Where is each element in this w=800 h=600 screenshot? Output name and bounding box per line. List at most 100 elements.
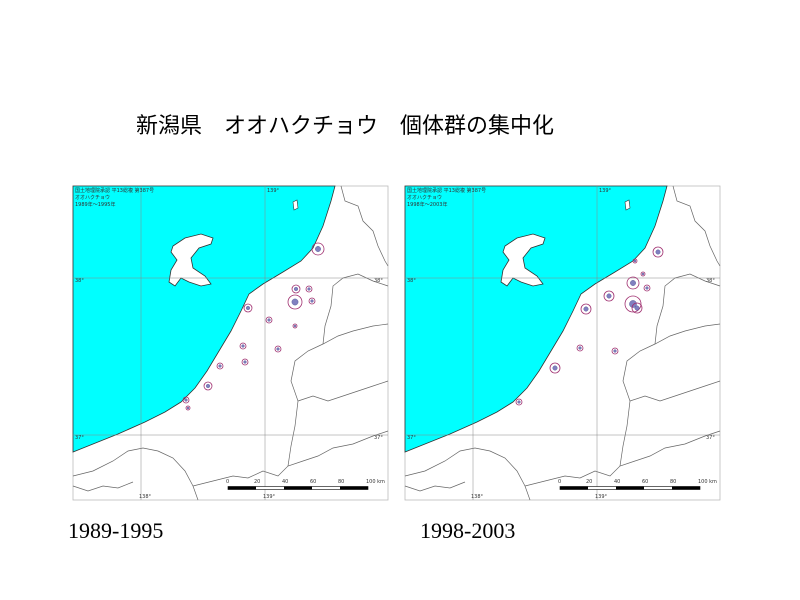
map-legend: オオハクチョウ bbox=[407, 194, 442, 201]
observation-site bbox=[515, 398, 523, 406]
observation-site bbox=[632, 258, 638, 264]
observation-site bbox=[576, 344, 584, 352]
observation-site-inner bbox=[293, 286, 298, 291]
observation-site bbox=[626, 276, 640, 290]
sado-island bbox=[168, 233, 214, 287]
observation-site-inner bbox=[552, 365, 558, 371]
prefecture-border bbox=[297, 380, 389, 402]
observation-site-inner bbox=[634, 305, 640, 311]
observation-site-inner bbox=[241, 344, 245, 348]
observation-site-inner bbox=[184, 398, 188, 402]
observation-site-inner bbox=[291, 298, 299, 306]
islet bbox=[624, 199, 631, 211]
observation-site-inner bbox=[218, 364, 222, 368]
observation-site bbox=[291, 284, 301, 294]
caption: 1998-2003 bbox=[420, 518, 515, 543]
grid-label: 38° bbox=[407, 278, 416, 284]
scale-label: 60 bbox=[310, 479, 316, 485]
observation-site-inner bbox=[276, 347, 280, 351]
observation-site bbox=[243, 303, 253, 313]
map-legend: 1989年～1995年 bbox=[75, 201, 115, 208]
observation-site bbox=[603, 290, 615, 302]
grid-label: 38° bbox=[706, 278, 715, 284]
observation-site bbox=[305, 285, 313, 293]
scale-segment bbox=[340, 486, 368, 490]
observation-site-inner bbox=[633, 259, 637, 263]
scale-label: 60 bbox=[642, 479, 648, 485]
grid-label: 139° bbox=[599, 188, 612, 194]
caption: 1989-1995 bbox=[68, 518, 163, 543]
prefecture-border bbox=[404, 447, 531, 501]
grid-label: 138° bbox=[139, 494, 152, 500]
observation-site-inner bbox=[578, 346, 582, 350]
observation-site-inner bbox=[205, 383, 210, 388]
map: 139° 38° 38° 37° 37° 138° 139° 国土地理院承認 平13総複 第3… bbox=[72, 185, 389, 501]
observation-site bbox=[311, 242, 325, 256]
observation-site bbox=[308, 297, 316, 305]
observation-site bbox=[287, 294, 303, 310]
scale-label: 100 km bbox=[698, 479, 717, 485]
prefecture-border bbox=[619, 323, 721, 467]
observation-site bbox=[652, 246, 664, 258]
prefecture-border bbox=[72, 447, 199, 501]
observation-site-inner bbox=[245, 305, 250, 310]
sado-island bbox=[500, 233, 546, 287]
observation-site bbox=[611, 347, 619, 355]
grid-label: 37° bbox=[706, 435, 715, 441]
prefecture-border bbox=[72, 481, 134, 492]
scale-label: 100 km bbox=[366, 479, 385, 485]
observation-site-inner bbox=[315, 246, 321, 252]
map-legend: 国土地理院承認 平13総複 第387号 bbox=[407, 187, 486, 194]
map: 139° 38° 38° 37° 37° 138° 139° 国土地理院承認 平13総複 第3… bbox=[404, 185, 721, 501]
grid-label: 37° bbox=[75, 435, 84, 441]
scale-label: 0 bbox=[558, 479, 561, 485]
observation-site-inner bbox=[583, 306, 589, 312]
observation-site-inner bbox=[630, 280, 636, 286]
observation-site-inner bbox=[613, 349, 617, 353]
map-legend: 1998年～2003年 bbox=[407, 201, 447, 208]
slide-title: 新潟県 オオハクチョウ 個体群の集中化 bbox=[136, 114, 554, 139]
observation-site bbox=[185, 405, 191, 411]
scale-label: 40 bbox=[282, 479, 288, 485]
scale-label: 20 bbox=[586, 479, 592, 485]
scale-segment bbox=[228, 486, 256, 490]
prefecture-border bbox=[287, 323, 389, 467]
scale-label: 20 bbox=[254, 479, 260, 485]
observation-site-inner bbox=[645, 286, 649, 290]
observation-site bbox=[239, 342, 247, 350]
observation-site-inner bbox=[629, 300, 637, 308]
observation-site bbox=[274, 345, 282, 353]
scale-label: 80 bbox=[338, 479, 344, 485]
prefecture-border bbox=[322, 273, 389, 345]
map-legend: オオハクチョウ bbox=[75, 194, 110, 201]
map-legend: 国土地理院承認 平13総複 第387号 bbox=[75, 187, 154, 194]
grid-label: 139° bbox=[595, 494, 608, 500]
observation-site bbox=[643, 284, 651, 292]
scale-segment bbox=[560, 486, 588, 490]
observation-site bbox=[203, 381, 213, 391]
grid-label: 139° bbox=[263, 494, 276, 500]
grid-label: 38° bbox=[374, 278, 383, 284]
prefecture-border bbox=[654, 273, 721, 345]
observation-site-inner bbox=[293, 324, 297, 328]
islet bbox=[292, 199, 299, 211]
grid-label: 38° bbox=[75, 278, 84, 284]
grid-label: 139° bbox=[267, 188, 280, 194]
scale-segment bbox=[284, 486, 312, 490]
grid-label: 37° bbox=[407, 435, 416, 441]
grid-label: 37° bbox=[374, 435, 383, 441]
observation-site bbox=[580, 303, 592, 315]
scale-segment bbox=[672, 486, 700, 490]
observation-site-inner bbox=[186, 406, 190, 410]
prefecture-border bbox=[340, 185, 389, 267]
observation-site bbox=[241, 358, 249, 366]
observation-site-inner bbox=[310, 299, 314, 303]
grid-label: 138° bbox=[471, 494, 484, 500]
observation-site bbox=[216, 362, 224, 370]
observation-site-inner bbox=[655, 249, 661, 255]
observation-site bbox=[292, 323, 298, 329]
sea bbox=[72, 185, 336, 453]
observation-site-inner bbox=[307, 287, 311, 291]
observation-site bbox=[631, 302, 643, 314]
